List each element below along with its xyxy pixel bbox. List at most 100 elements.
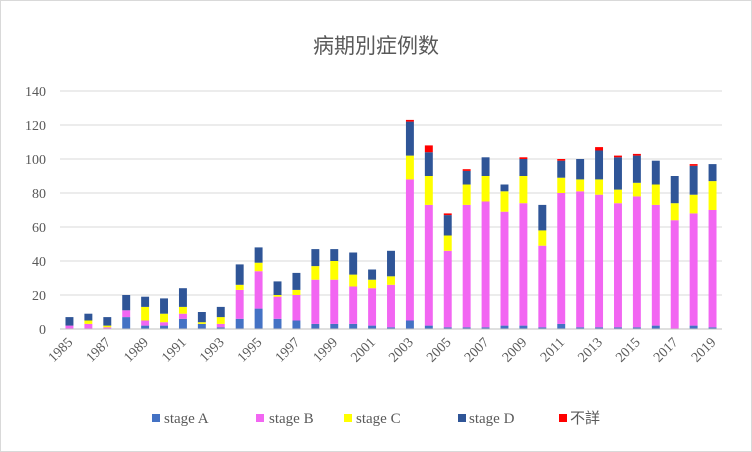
- bar-segment: [689, 194, 698, 214]
- bar-segment: [349, 323, 358, 329]
- bar-segment: [405, 119, 414, 122]
- y-tick-label: 140: [25, 85, 46, 100]
- bar-segment: [632, 153, 641, 156]
- legend-swatch: [344, 414, 352, 422]
- x-tick-label: 2005: [424, 335, 454, 365]
- bar-segment: [670, 220, 679, 329]
- bar-segment: [424, 152, 433, 176]
- bar-segment: [481, 176, 490, 202]
- legend-swatch: [152, 414, 160, 422]
- chart-title: 病期別症例数: [313, 34, 439, 58]
- bar-segment: [405, 320, 414, 329]
- x-tick-label: 2001: [349, 335, 379, 365]
- bar-segment: [368, 325, 377, 329]
- bar-segment: [330, 261, 339, 280]
- bar-segment: [632, 182, 641, 197]
- legend-item: stage C: [344, 411, 401, 427]
- bar-segment: [235, 289, 244, 319]
- bars: [65, 119, 717, 329]
- bar-segment: [178, 313, 187, 319]
- bar-segment: [689, 164, 698, 166]
- bar-segment: [557, 193, 566, 324]
- bar-segment: [273, 281, 282, 295]
- bar-segment: [538, 327, 547, 329]
- bar-segment: [576, 327, 585, 329]
- y-tick-label: 60: [32, 221, 46, 236]
- bar-segment: [708, 181, 717, 210]
- bar-segment: [481, 157, 490, 176]
- bar-segment: [595, 194, 604, 328]
- bar-segment: [519, 176, 528, 204]
- bar-segment: [254, 247, 263, 263]
- bar-segment: [330, 323, 339, 329]
- legend-label: stage C: [356, 411, 401, 427]
- bar-segment: [595, 179, 604, 195]
- bar-segment: [405, 121, 414, 156]
- bar-segment: [330, 279, 339, 324]
- legend-item: stage A: [152, 411, 209, 427]
- bar-segment: [651, 325, 660, 329]
- legend-swatch: [256, 414, 264, 422]
- bar-segment: [103, 325, 112, 328]
- bar-segment: [576, 179, 585, 192]
- bar-segment: [197, 322, 206, 324]
- bar-segment: [689, 325, 698, 329]
- bar-segment: [292, 289, 301, 295]
- bar-segment: [405, 155, 414, 180]
- bar-segment: [708, 164, 717, 182]
- bar-segment: [273, 318, 282, 329]
- bar-segment: [141, 320, 150, 326]
- bar-segment: [424, 145, 433, 153]
- bar-segment: [538, 245, 547, 328]
- bar-segment: [500, 325, 509, 329]
- bar-segment: [500, 211, 509, 326]
- bar-segment: [141, 296, 150, 307]
- bar-segment: [443, 213, 452, 216]
- bar-segment: [424, 176, 433, 205]
- bar-segment: [708, 327, 717, 329]
- bar-segment: [462, 170, 471, 185]
- legend-item: stage D: [458, 411, 515, 427]
- y-tick-label: 100: [25, 153, 46, 168]
- bar-segment: [595, 327, 604, 329]
- bar-segment: [651, 160, 660, 185]
- bar-segment: [462, 327, 471, 329]
- bar-segment: [330, 249, 339, 261]
- bar-segment: [481, 201, 490, 328]
- gridlines: [60, 90, 722, 296]
- bar-segment: [462, 184, 471, 205]
- bar-segment: [141, 325, 150, 329]
- bar-segment: [160, 313, 169, 323]
- bar-segment: [613, 327, 622, 329]
- bar-segment: [387, 276, 395, 285]
- bar-segment: [613, 155, 622, 158]
- bar-segment: [197, 312, 206, 323]
- bar-segment: [122, 295, 131, 311]
- bar-segment: [443, 250, 452, 328]
- legend-label: stage A: [164, 411, 209, 427]
- bar-segment: [160, 325, 169, 329]
- bar-segment: [311, 249, 320, 267]
- bar-segment: [632, 327, 641, 329]
- bar-segment: [595, 147, 604, 151]
- bar-segment: [689, 165, 698, 195]
- bar-segment: [65, 325, 74, 329]
- x-tick-label: 1991: [159, 335, 189, 365]
- legend: stage A stage B stage C stage D 不詳: [152, 410, 600, 427]
- x-tick-label: 1987: [84, 335, 114, 365]
- bar-segment: [311, 323, 320, 329]
- legend-label: stage B: [269, 411, 314, 427]
- bar-segment: [613, 189, 622, 204]
- bar-segment: [368, 269, 377, 280]
- bar-segment: [292, 295, 301, 321]
- bar-segment: [670, 176, 679, 204]
- bar-segment: [160, 298, 169, 314]
- bar-segment: [651, 184, 660, 205]
- bar-segment: [557, 160, 566, 178]
- bar-segment: [311, 266, 320, 280]
- bar-segment: [538, 204, 547, 231]
- bar-segment: [311, 279, 320, 324]
- bar-segment: [197, 323, 206, 329]
- y-tick-label: 80: [32, 187, 46, 202]
- x-tick-label: 2003: [386, 335, 416, 365]
